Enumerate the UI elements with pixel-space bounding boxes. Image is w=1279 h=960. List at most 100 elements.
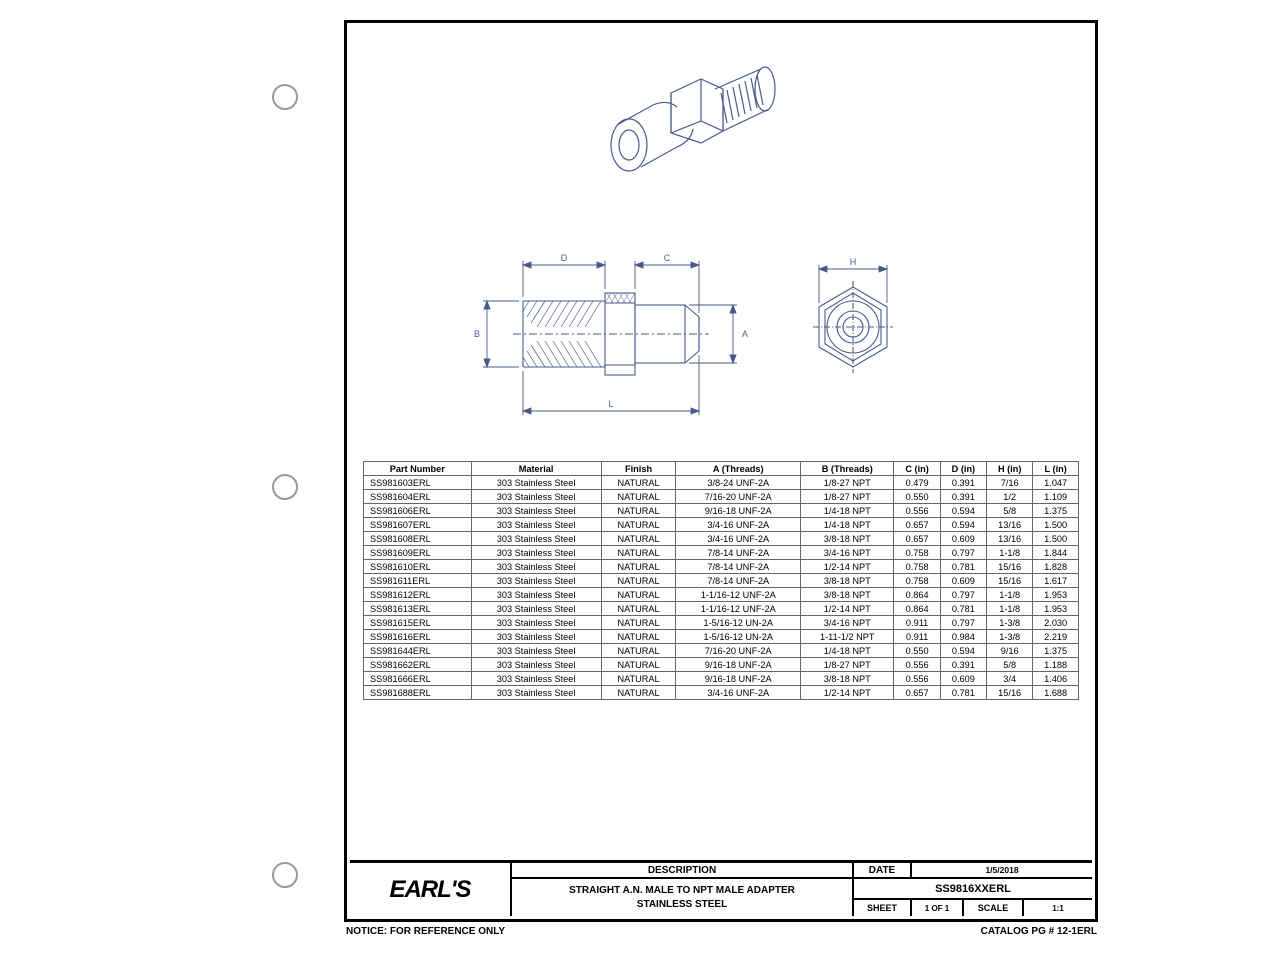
table-cell: 3/4 — [987, 672, 1033, 686]
table-cell: 15/16 — [987, 560, 1033, 574]
table-row: SS981612ERL303 Stainless SteelNATURAL1-1… — [364, 588, 1079, 602]
table-row: SS981603ERL303 Stainless SteelNATURAL3/8… — [364, 476, 1079, 490]
table-cell: 3/4-16 UNF-2A — [676, 686, 801, 700]
table-cell: SS981662ERL — [364, 658, 472, 672]
table-cell: NATURAL — [601, 490, 676, 504]
table-cell: SS981610ERL — [364, 560, 472, 574]
binder-hole — [272, 474, 298, 500]
table-cell: 0.556 — [894, 504, 940, 518]
table-cell: NATURAL — [601, 560, 676, 574]
table-col-header: H (in) — [987, 462, 1033, 476]
table-cell: 0.797 — [940, 546, 986, 560]
binder-hole — [272, 862, 298, 888]
date-label: DATE — [854, 863, 912, 877]
table-cell: NATURAL — [601, 658, 676, 672]
sheet-value: 1 OF 1 — [912, 900, 964, 916]
table-cell: 1.688 — [1033, 686, 1079, 700]
table-cell: 0.391 — [940, 658, 986, 672]
table-cell: SS981666ERL — [364, 672, 472, 686]
table-cell: SS981609ERL — [364, 546, 472, 560]
table-cell: 0.594 — [940, 644, 986, 658]
table-cell: 1-1/8 — [987, 588, 1033, 602]
table-cell: 0.758 — [894, 574, 940, 588]
table-cell: 303 Stainless Steel — [471, 504, 601, 518]
table-cell: 1.188 — [1033, 658, 1079, 672]
table-cell: 0.781 — [940, 686, 986, 700]
table-cell: 3/8-18 NPT — [801, 532, 894, 546]
table-cell: 0.911 — [894, 616, 940, 630]
table-col-header: B (Threads) — [801, 462, 894, 476]
title-block: EARL'S DESCRIPTION STRAIGHT A.N. MALE TO… — [350, 860, 1092, 916]
table-cell: 3/8-18 NPT — [801, 588, 894, 602]
table-cell: 3/8-18 NPT — [801, 672, 894, 686]
table-cell: 1.375 — [1033, 644, 1079, 658]
table-cell: 7/8-14 UNF-2A — [676, 546, 801, 560]
table-cell: NATURAL — [601, 644, 676, 658]
description-line1: STRAIGHT A.N. MALE TO NPT MALE ADAPTER — [569, 884, 795, 898]
table-cell: 0.391 — [940, 476, 986, 490]
table-cell: SS981612ERL — [364, 588, 472, 602]
table-cell: 0.594 — [940, 518, 986, 532]
isometric-view — [593, 49, 793, 189]
table-col-header: D (in) — [940, 462, 986, 476]
table-cell: 1/2-14 NPT — [801, 560, 894, 574]
table-cell: SS981616ERL — [364, 630, 472, 644]
table-cell: 9/16-18 UNF-2A — [676, 672, 801, 686]
table-col-header: Finish — [601, 462, 676, 476]
table-cell: NATURAL — [601, 616, 676, 630]
table-cell: 1.109 — [1033, 490, 1079, 504]
table-cell: 1-1/8 — [987, 602, 1033, 616]
table-col-header: Part Number — [364, 462, 472, 476]
table-row: SS981615ERL303 Stainless SteelNATURAL1-5… — [364, 616, 1079, 630]
table-cell: NATURAL — [601, 574, 676, 588]
table-cell: 1/2 — [987, 490, 1033, 504]
table-cell: 7/16 — [987, 476, 1033, 490]
description-body: STRAIGHT A.N. MALE TO NPT MALE ADAPTER S… — [512, 879, 852, 916]
table-cell: 7/16-20 UNF-2A — [676, 490, 801, 504]
logo: EARL'S — [350, 863, 512, 916]
table-cell: 0.864 — [894, 602, 940, 616]
date-value: 1/5/2018 — [912, 863, 1092, 877]
table-cell: 303 Stainless Steel — [471, 574, 601, 588]
table-cell: 303 Stainless Steel — [471, 630, 601, 644]
table-row: SS981608ERL303 Stainless SteelNATURAL3/4… — [364, 532, 1079, 546]
table-cell: 0.550 — [894, 644, 940, 658]
titleblock-right: DATE 1/5/2018 SS9816XXERL SHEET 1 OF 1 S… — [854, 863, 1092, 916]
table-cell: 1.828 — [1033, 560, 1079, 574]
table-row: SS981616ERL303 Stainless SteelNATURAL1-5… — [364, 630, 1079, 644]
table-cell: 0.758 — [894, 546, 940, 560]
table-row: SS981606ERL303 Stainless SteelNATURAL9/1… — [364, 504, 1079, 518]
table-cell: 303 Stainless Steel — [471, 686, 601, 700]
table-cell: 1-1/16-12 UNF-2A — [676, 602, 801, 616]
table-cell: NATURAL — [601, 602, 676, 616]
table-cell: 0.550 — [894, 490, 940, 504]
table-row: SS981607ERL303 Stainless SteelNATURAL3/4… — [364, 518, 1079, 532]
table-cell: 2.219 — [1033, 630, 1079, 644]
table-cell: 1-5/16-12 UN-2A — [676, 616, 801, 630]
table-row: SS981688ERL303 Stainless SteelNATURAL3/4… — [364, 686, 1079, 700]
table-cell: 1.406 — [1033, 672, 1079, 686]
table-cell: 303 Stainless Steel — [471, 616, 601, 630]
table-cell: SS981606ERL — [364, 504, 472, 518]
table-cell: 0.609 — [940, 532, 986, 546]
table-cell: 1-3/8 — [987, 616, 1033, 630]
table-cell: 303 Stainless Steel — [471, 532, 601, 546]
table-cell: 3/4-16 NPT — [801, 546, 894, 560]
dim-label-c: C — [664, 253, 671, 263]
table-cell: 1/4-18 NPT — [801, 504, 894, 518]
table-cell: NATURAL — [601, 532, 676, 546]
table-cell: 1/8-27 NPT — [801, 476, 894, 490]
table-cell: 1.953 — [1033, 602, 1079, 616]
table-cell: 15/16 — [987, 574, 1033, 588]
table-cell: 1.617 — [1033, 574, 1079, 588]
table-cell: 3/8-24 UNF-2A — [676, 476, 801, 490]
dim-label-b: B — [474, 329, 480, 339]
table-cell: 7/16-20 UNF-2A — [676, 644, 801, 658]
table-cell: NATURAL — [601, 630, 676, 644]
table-cell: 0.797 — [940, 588, 986, 602]
table-cell: 5/8 — [987, 504, 1033, 518]
table-cell: 1-1/8 — [987, 546, 1033, 560]
table-cell: 1/4-18 NPT — [801, 644, 894, 658]
table-cell: NATURAL — [601, 588, 676, 602]
table-cell: SS981608ERL — [364, 532, 472, 546]
